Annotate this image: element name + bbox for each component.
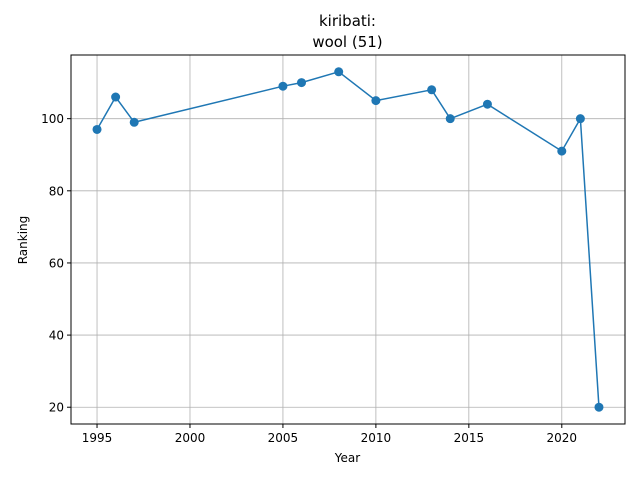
data-point <box>371 96 381 106</box>
data-point <box>278 81 288 91</box>
y-tick-label: 20 <box>49 401 64 415</box>
data-point <box>111 92 121 102</box>
x-tick-label: 2020 <box>547 431 578 445</box>
y-tick-label: 40 <box>49 329 64 343</box>
data-point <box>557 146 567 156</box>
chart-title-line-1: kiribati: <box>319 12 376 30</box>
data-point <box>482 99 492 109</box>
series <box>92 67 604 412</box>
x-tick-label: 1995 <box>82 431 113 445</box>
grid <box>71 55 625 424</box>
x-tick-label: 2015 <box>454 431 485 445</box>
x-tick-label: 2005 <box>268 431 299 445</box>
plot-frame <box>70 54 626 425</box>
data-point <box>334 67 344 77</box>
chart-title-line-2: wool (51) <box>312 33 382 51</box>
data-point <box>594 402 604 412</box>
data-point <box>297 78 307 88</box>
data-point <box>92 124 102 134</box>
y-tick-label: 60 <box>49 256 64 270</box>
data-point <box>445 114 455 124</box>
x-axis-label: Year <box>334 451 360 465</box>
y-tick-label: 100 <box>41 112 64 126</box>
data-point <box>129 117 139 127</box>
y-tick-label: 80 <box>49 184 64 198</box>
data-point <box>575 114 585 124</box>
x-tick-label: 2010 <box>361 431 392 445</box>
data-point <box>427 85 437 95</box>
y-axis-label: Ranking <box>16 216 30 265</box>
x-tick-label: 2000 <box>175 431 206 445</box>
